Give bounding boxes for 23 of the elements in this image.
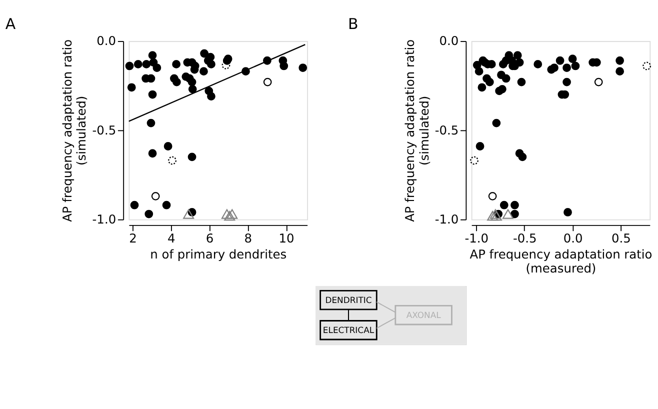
x-tick-label: -1.0 <box>464 231 489 246</box>
x-tick-label: -0.5 <box>512 231 537 246</box>
text: ELECTRICAL <box>322 324 374 335</box>
y-tick-label: -1.0 <box>434 212 459 227</box>
chart-title: A <box>5 14 16 33</box>
x-tick-label: 6 <box>206 231 214 246</box>
y-axis-title: AP frequency adaptation ratio (simulated) <box>60 39 89 222</box>
x-axis-title: n of primary dendrites <box>150 247 287 262</box>
y-tick-label: 0.0 <box>96 34 116 48</box>
y-tick-label: -0.5 <box>92 123 116 138</box>
x-axis-title: AP frequency adaptation ratio (measured) <box>470 247 652 276</box>
x-tick-label: 0.5 <box>612 231 631 246</box>
y-tick-label: -0.5 <box>434 123 459 138</box>
y-tick-label: 0.0 <box>439 34 459 48</box>
text: DENDRITIC <box>325 294 372 305</box>
y-tick-label: -1.0 <box>92 212 116 227</box>
x-tick-label: 2 <box>129 231 137 246</box>
x-tick-label: 0.0 <box>563 231 583 246</box>
chart-title: B <box>348 14 358 33</box>
x-tick-label: 8 <box>244 231 252 246</box>
x-tick-label: 4 <box>168 231 176 246</box>
y-axis-title: AP frequency adaptation ratio (simulated) <box>403 39 432 222</box>
x-tick-label: 10 <box>278 231 294 246</box>
